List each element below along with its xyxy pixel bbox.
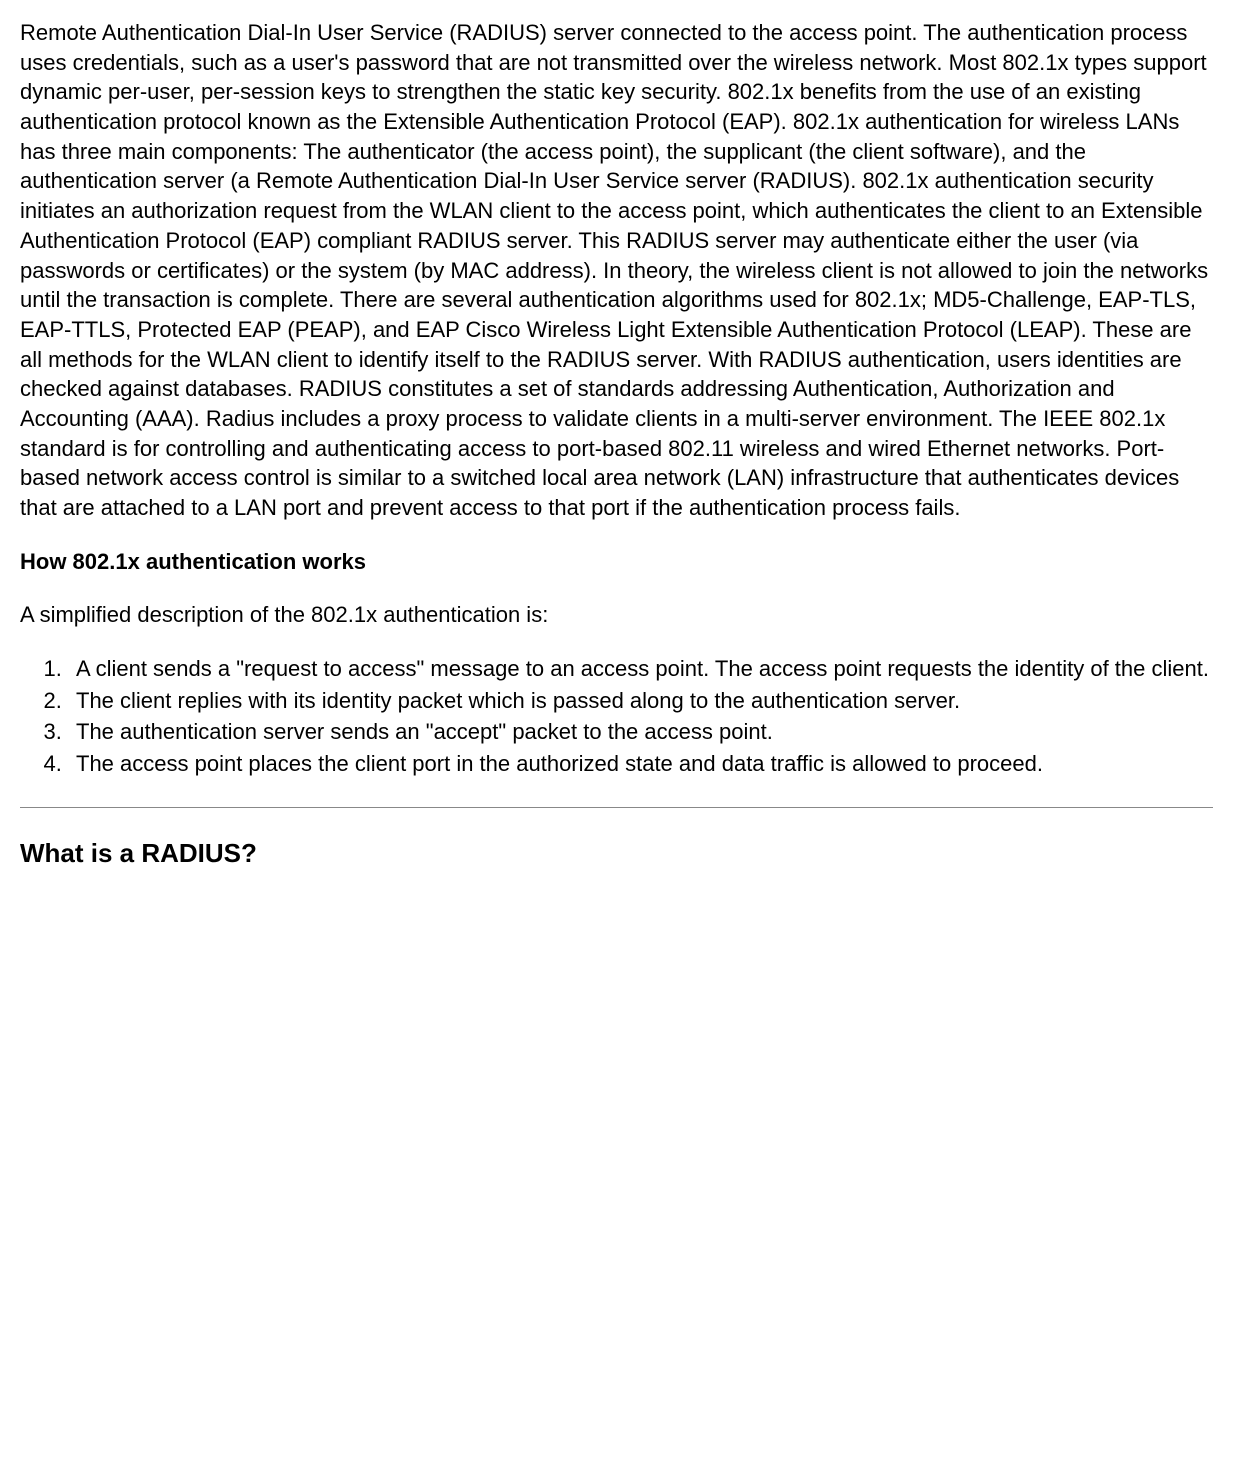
list-item: A client sends a "request to access" mes… <box>68 654 1213 684</box>
intro-text: A simplified description of the 802.1x a… <box>20 600 1213 630</box>
list-item: The authentication server sends an "acce… <box>68 717 1213 747</box>
divider <box>20 807 1213 808</box>
list-item: The access point places the client port … <box>68 749 1213 779</box>
list-item: The client replies with its identity pac… <box>68 686 1213 716</box>
steps-list: A client sends a "request to access" mes… <box>20 654 1213 779</box>
section-heading-how-it-works: How 802.1x authentication works <box>20 547 1213 577</box>
body-paragraph: Remote Authentication Dial-In User Servi… <box>20 18 1213 523</box>
section-heading-radius: What is a RADIUS? <box>20 836 1213 871</box>
